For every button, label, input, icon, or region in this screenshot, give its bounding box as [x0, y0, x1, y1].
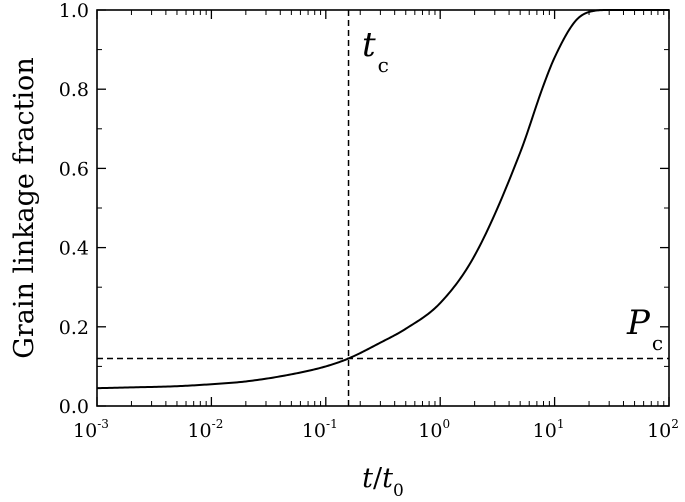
- x-tick-label: 101: [533, 417, 565, 442]
- series-line: [96, 9, 669, 390]
- x-axis-label: t/t0: [362, 463, 404, 501]
- axis-ticks: 10-3 10-2 10-1 100 101 102 0.0 0.2 0.4 0.6 0.8 1.0: [59, 0, 679, 442]
- y-tick-label: 0.8: [59, 79, 89, 101]
- y-tick-label: 0.4: [59, 238, 89, 260]
- y-tick-label: 0.6: [59, 158, 89, 180]
- y-axis-label: Grain linkage fraction: [9, 57, 40, 358]
- x-tick-label: 10-3: [73, 417, 109, 442]
- x-tick-label: 102: [647, 417, 679, 442]
- reference-lines: [97, 10, 669, 406]
- x-tick-label: 10-1: [302, 417, 338, 442]
- series-layer: [96, 9, 669, 390]
- y-tick-label: 0.0: [59, 396, 89, 418]
- y-tick-label: 1.0: [59, 0, 89, 22]
- y-tick-label: 0.2: [59, 317, 89, 339]
- x-tick-label: 100: [418, 417, 450, 442]
- x-tick-label: 10-2: [187, 417, 223, 442]
